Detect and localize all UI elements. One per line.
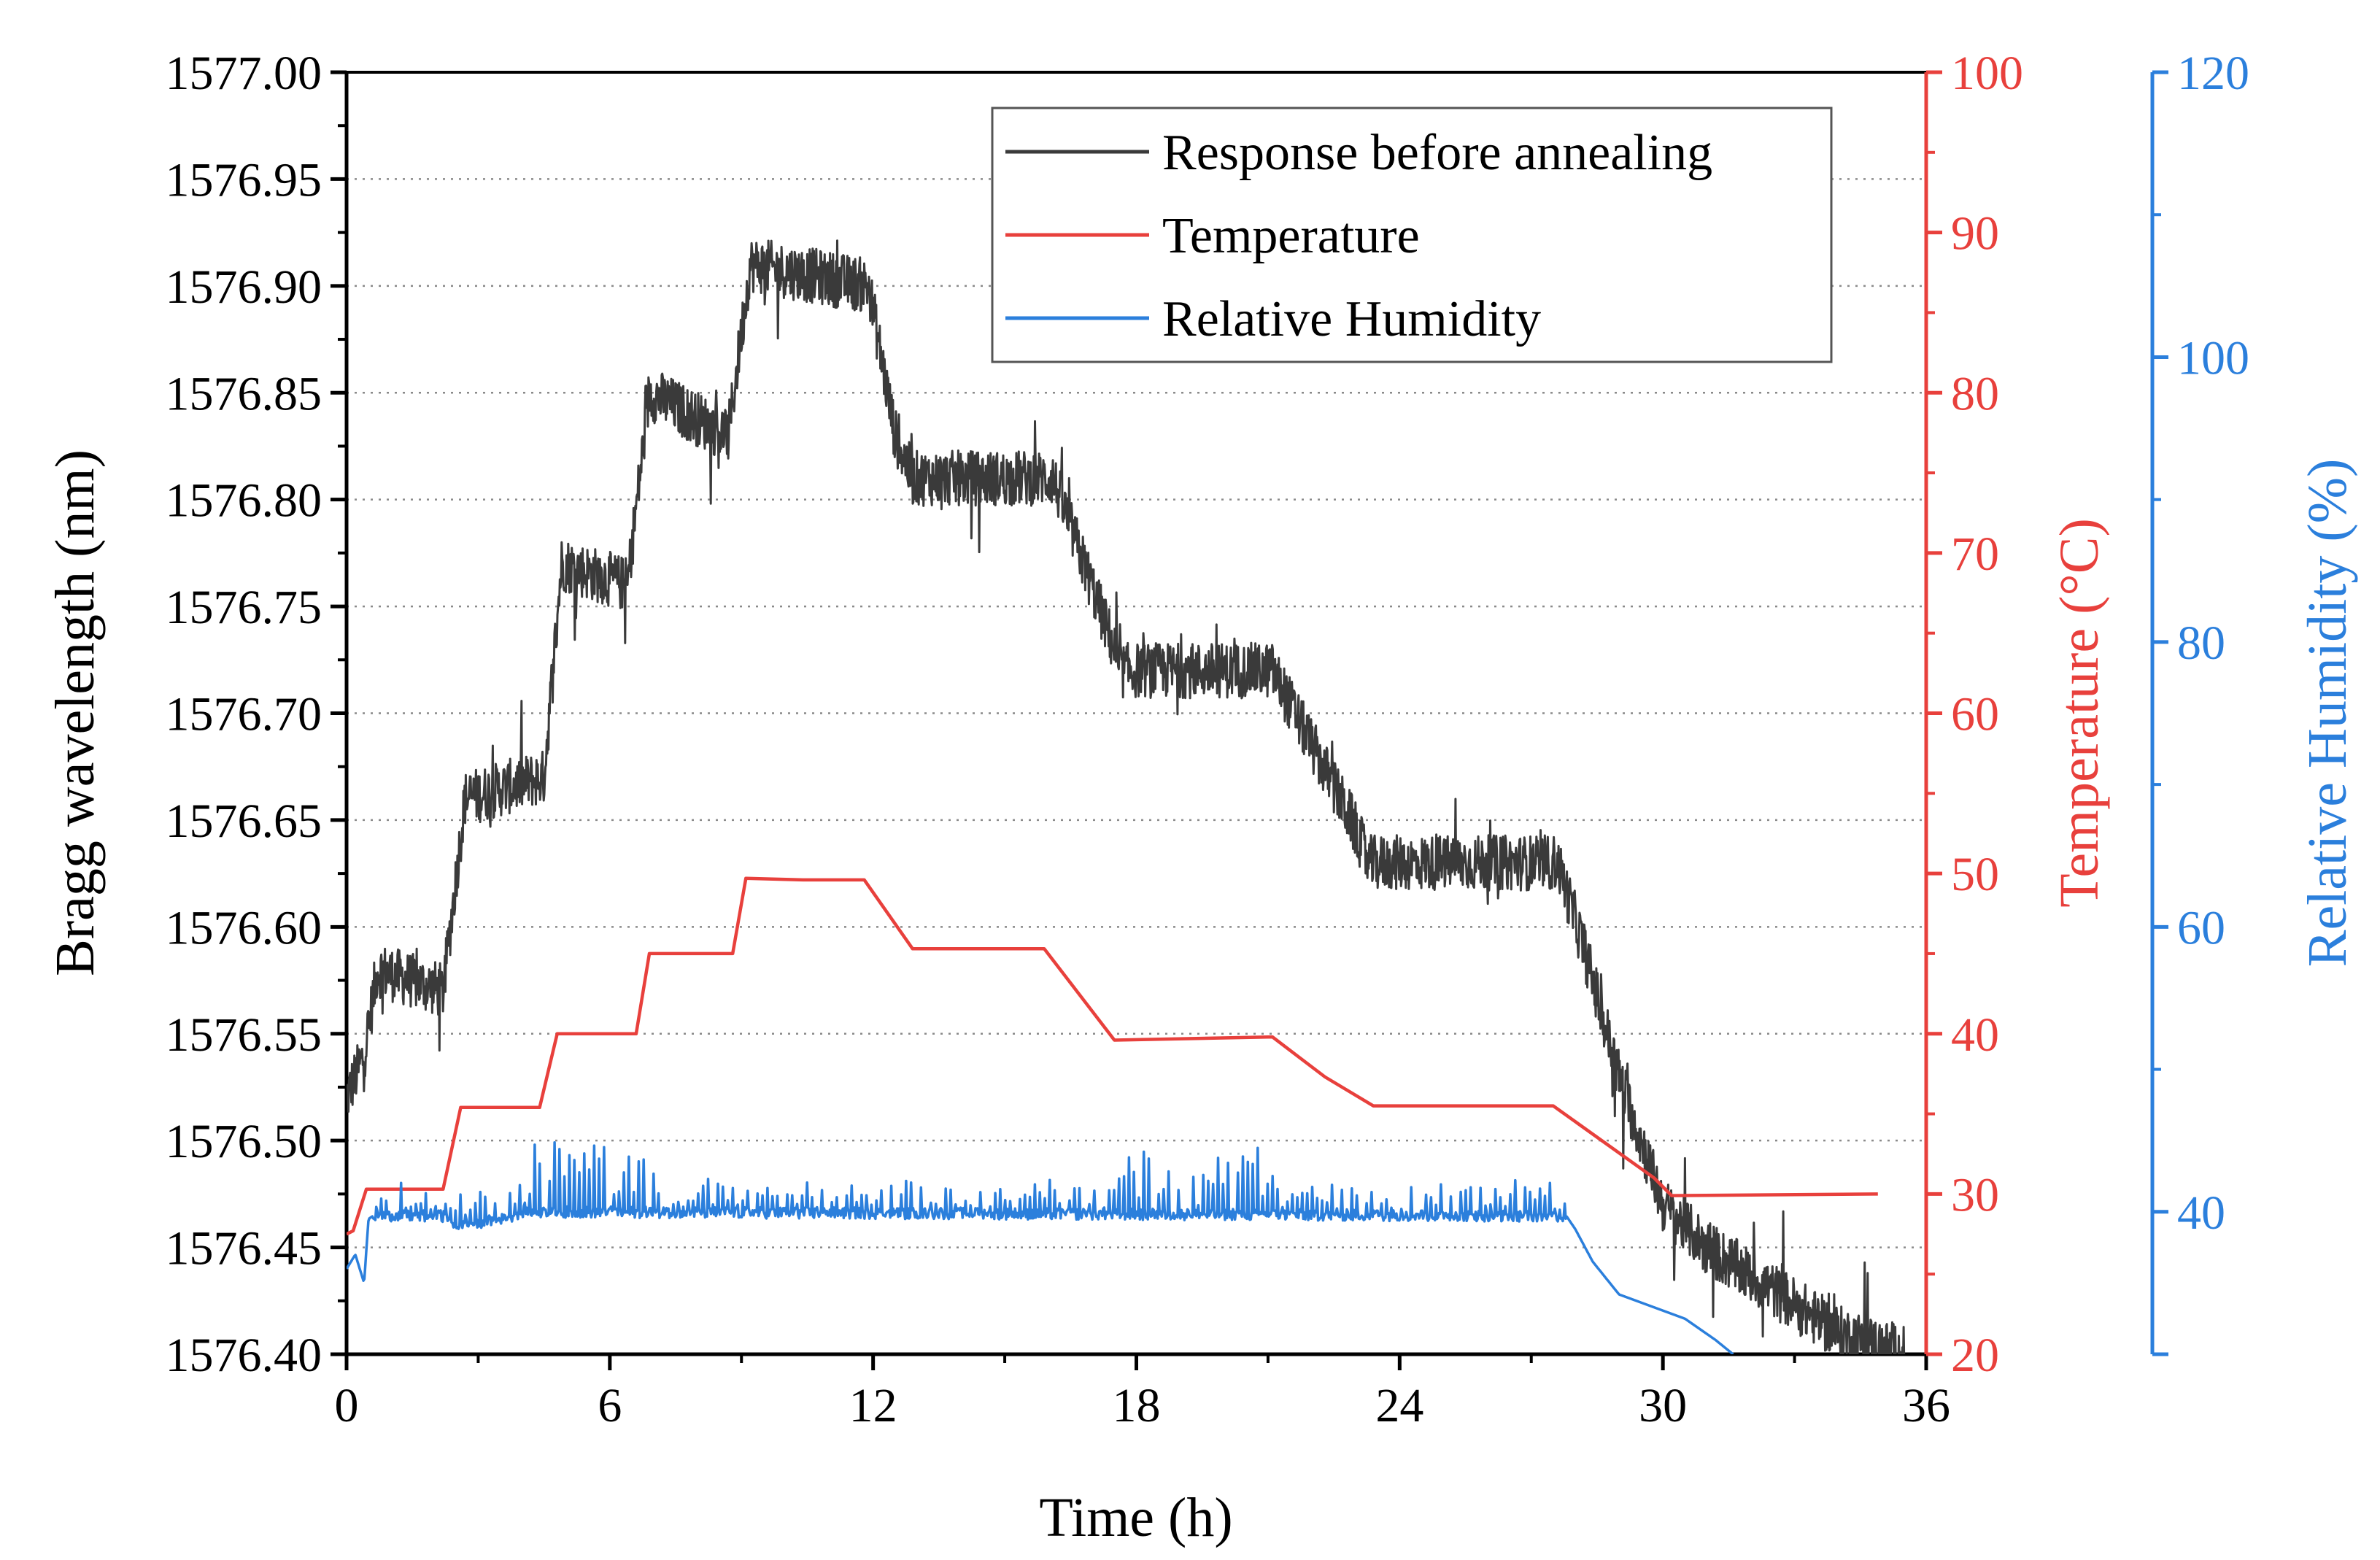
bottom-tick-label: 36	[1902, 1379, 1950, 1432]
humidity-axis-title: Relative Humidity (%)	[2297, 459, 2358, 968]
left-tick-label: 1576.85	[166, 367, 322, 420]
bottom-tick-label: 18	[1113, 1379, 1161, 1432]
left-tick-label: 1576.40	[166, 1329, 322, 1382]
right-tick-label: 30	[1951, 1168, 1999, 1221]
right-tick-label: 20	[1951, 1329, 1999, 1382]
left-tick-label: 1576.90	[166, 260, 322, 314]
right-tick-label: 60	[1951, 688, 1999, 741]
right-tick-label: 60	[2177, 901, 2225, 954]
left-tick-label: 1576.95	[166, 153, 322, 206]
temperature-axis-title: Temperature (°C)	[2049, 518, 2110, 908]
left-axis-ticks: 1577.00 1576.95 1576.90 1576.85 1576.80 1576.…	[166, 47, 347, 1382]
series-line-temperature	[347, 876, 1878, 1236]
legend-label-response: Response before annealing	[1162, 125, 1712, 181]
bottom-axis-ticks: 0 6 12 18 24 30 36	[335, 1354, 1950, 1432]
right-tick-label: 90	[1951, 207, 1999, 260]
right-tick-label: 80	[1951, 367, 1999, 420]
right-tick-label: 100	[1951, 47, 2023, 100]
left-tick-label: 1576.60	[166, 901, 322, 954]
bottom-tick-label: 12	[849, 1379, 897, 1432]
left-tick-label: 1576.50	[166, 1115, 322, 1168]
legend: Response before annealing Temperature Re…	[991, 107, 1833, 363]
bottom-tick-label: 30	[1639, 1379, 1687, 1432]
left-tick-label: 1577.00	[166, 47, 322, 100]
bottom-tick-label: 6	[598, 1379, 622, 1432]
temperature-axis-ticks: 100 90 80 70 60 50 40 30 20	[1926, 47, 2023, 1382]
left-tick-label: 1576.65	[166, 795, 322, 848]
left-tick-label: 1576.75	[166, 581, 322, 634]
right-tick-label: 40	[1951, 1008, 1999, 1062]
left-tick-label: 1576.55	[166, 1008, 322, 1062]
humidity-axis-ticks: 120 100 80 60 40	[2152, 47, 2249, 1356]
right-tick-label: 100	[2177, 331, 2249, 385]
legend-label-humidity: Relative Humidity	[1162, 291, 1541, 347]
x-axis-title: Time (h)	[1039, 1487, 1232, 1548]
bottom-tick-label: 24	[1375, 1379, 1423, 1432]
series-layer	[347, 239, 1906, 1354]
left-tick-label: 1576.45	[166, 1222, 322, 1275]
series-line-response	[347, 239, 1906, 1354]
left-tick-label: 1576.80	[166, 474, 322, 528]
left-axis-title: Bragg wavelength (nm)	[45, 449, 106, 976]
right-tick-label: 40	[2177, 1186, 2225, 1240]
series-line-humidity	[347, 1141, 1734, 1354]
right-tick-label: 120	[2177, 47, 2249, 100]
right-tick-label: 80	[2177, 617, 2225, 670]
right-tick-label: 70	[1951, 528, 1999, 581]
left-tick-label: 1576.70	[166, 688, 322, 741]
bottom-tick-label: 0	[335, 1379, 359, 1432]
legend-label-temperature: Temperature	[1162, 208, 1420, 264]
right-tick-label: 50	[1951, 848, 1999, 901]
